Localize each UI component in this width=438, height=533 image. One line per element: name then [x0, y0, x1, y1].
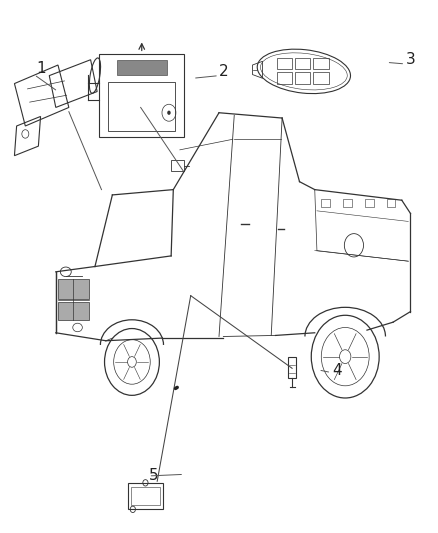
- Bar: [295, 58, 311, 69]
- Bar: [277, 72, 292, 84]
- Text: 4: 4: [332, 363, 342, 378]
- Bar: [58, 279, 89, 300]
- Bar: [295, 72, 311, 84]
- Bar: [99, 54, 184, 136]
- Bar: [58, 302, 89, 319]
- Bar: [131, 487, 160, 505]
- Bar: [108, 82, 176, 131]
- Bar: [314, 58, 328, 69]
- Bar: [117, 60, 167, 75]
- Bar: [343, 199, 352, 207]
- Circle shape: [167, 111, 171, 115]
- Bar: [288, 357, 297, 378]
- Bar: [365, 199, 374, 207]
- Bar: [277, 58, 292, 69]
- Bar: [171, 160, 184, 171]
- Text: 2: 2: [219, 63, 229, 79]
- Bar: [321, 199, 330, 207]
- Text: 1: 1: [36, 61, 46, 76]
- Text: 5: 5: [149, 467, 159, 483]
- Text: 3: 3: [406, 52, 416, 67]
- Bar: [127, 483, 163, 510]
- Bar: [314, 72, 328, 84]
- Bar: [387, 199, 395, 207]
